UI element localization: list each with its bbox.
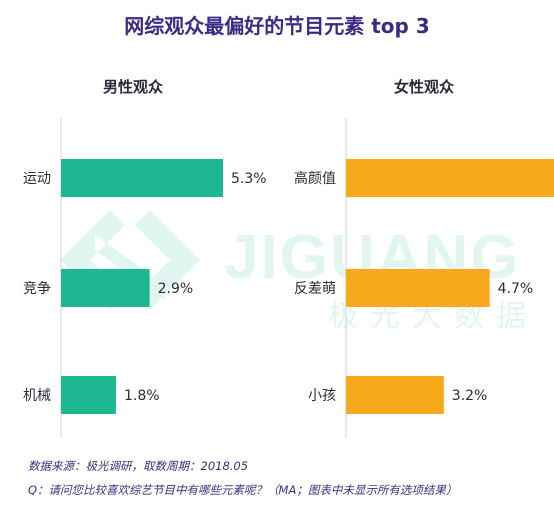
male-panel-title: 男性观众: [102, 78, 163, 96]
male-value-label-1: 5.3%: [231, 171, 267, 187]
female-value-label-3: 3.2%: [452, 388, 488, 404]
female-bar-2: [346, 269, 490, 307]
female-panel-title: 女性观众: [393, 78, 454, 96]
question-note: Q：请问您比较喜欢综艺节目中有哪些元素呢？（MA；图表中未显示所有选项结果）: [28, 483, 458, 497]
female-bar-1: [346, 159, 554, 197]
chart-title: 网综观众最偏好的节目元素 top 3: [124, 14, 430, 38]
male-bar-2: [61, 269, 150, 307]
female-category-label-2: 反差萌: [294, 281, 336, 297]
male-category-label-1: 运动: [23, 171, 51, 187]
female-category-label-1: 高颜值: [294, 170, 336, 187]
male-value-label-3: 1.8%: [124, 388, 160, 404]
female-bar-3: [346, 376, 444, 414]
male-value-label-2: 2.9%: [158, 281, 194, 297]
male-bar-3: [61, 376, 117, 414]
data-source-note: 数据来源：极光调研，取数周期：2018.05: [28, 459, 249, 473]
male-category-label-3: 机械: [23, 388, 51, 404]
male-bar-1: [61, 159, 223, 197]
female-value-label-2: 4.7%: [498, 281, 534, 297]
female-category-label-3: 小孩: [308, 388, 336, 404]
male-category-label-2: 竞争: [23, 280, 51, 297]
